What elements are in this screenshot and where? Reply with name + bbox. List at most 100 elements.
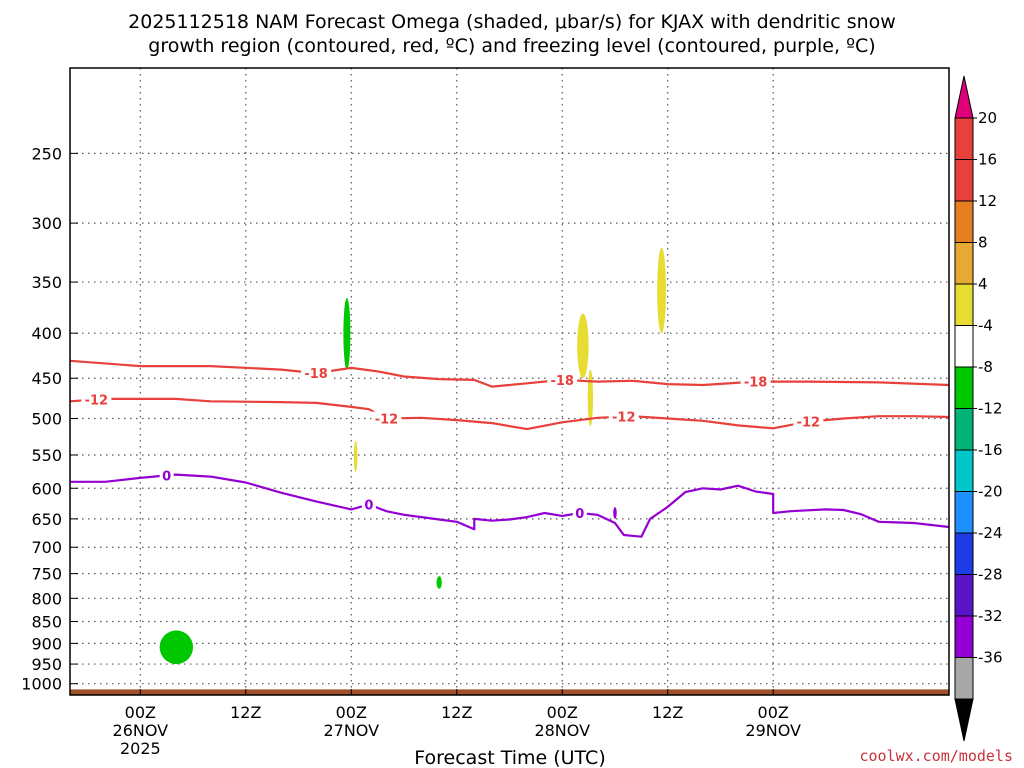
omega-blob-7 (613, 506, 617, 519)
colorbar-top-cap (954, 75, 974, 119)
colorbar-bin (954, 242, 974, 285)
y-tick-label: 850 (31, 613, 62, 632)
omega-blob-4 (577, 313, 589, 379)
colorbar-label: 12 (978, 192, 997, 210)
contour-label--12: -12 (797, 416, 821, 431)
colorbar-label: 16 (978, 151, 997, 169)
x-tick-label: 26NOV (113, 721, 169, 740)
x-tick-label: 12Z (652, 703, 683, 722)
y-tick-label: 800 (31, 589, 62, 608)
y-tick-label: 750 (31, 565, 62, 584)
chart-title-line2: growth region (contoured, red, ºC) and f… (148, 35, 875, 57)
x-tick-label: 00Z (547, 703, 578, 722)
surface-terrain (70, 689, 949, 695)
contour-label-bg (572, 505, 587, 520)
contour-labels: -18 -18 -18 -12 -12 -12 -12 0 0 0 (81, 366, 824, 522)
colorbar-label: -36 (978, 649, 1003, 667)
colorbar-bin (954, 325, 974, 368)
x-tick-label: 12Z (441, 703, 472, 722)
y-axis: 250 300 350 400 450 500 550 600 650 700 750 800 850 9… (21, 144, 78, 694)
y-tick-label: 250 (31, 144, 62, 163)
contour-label--12: -12 (85, 394, 109, 409)
contour-label-bg (740, 374, 771, 389)
colorbar-label: -8 (978, 358, 993, 376)
contour-label-bg (793, 414, 824, 429)
omega-blob-5 (587, 369, 594, 427)
colorbar-bottom-cap (954, 698, 974, 742)
y-tick-label: 650 (31, 510, 62, 529)
contour-label-bg (608, 409, 639, 424)
x-tick-label: 2025 (120, 739, 161, 758)
temperature-contours (69, 359, 950, 538)
y-tick-label: 400 (31, 324, 62, 343)
omega-blob-0 (159, 630, 194, 665)
contour-label-bg (371, 411, 402, 426)
contour-label--12: -12 (612, 411, 636, 426)
colorbar-bin (954, 449, 974, 492)
colorbar-bin (954, 574, 974, 617)
colorbar-bin (954, 159, 974, 202)
colorbar-label: -16 (978, 441, 1003, 459)
x-tick-label: 00Z (125, 703, 156, 722)
colorbar-label: -32 (978, 607, 1003, 625)
y-tick-label: 450 (31, 369, 62, 388)
colorbar-bin (954, 408, 974, 451)
omega-blob-3 (353, 440, 358, 472)
x-tick-label: 27NOV (323, 721, 379, 740)
plot-frame (69, 67, 950, 696)
colorbar-bin (954, 532, 974, 575)
colorbar-bin (954, 117, 974, 160)
x-axis-label: Forecast Time (UTC) (414, 747, 605, 768)
credit-text[interactable]: coolwx.com/models (859, 747, 1013, 765)
y-tick-label: 950 (31, 655, 62, 674)
colorbar-bin (954, 283, 974, 326)
y-tick-label: 900 (31, 634, 62, 653)
omega-blob-2 (436, 576, 442, 589)
x-tick-label: 00Z (758, 703, 789, 722)
x-tick-label: 28NOV (534, 721, 590, 740)
contour-label--12: -12 (375, 413, 399, 428)
contour-label-bg (159, 468, 174, 483)
gridlines (70, 68, 949, 695)
contour-label-0: 0 (364, 499, 373, 514)
omega-shading (159, 247, 666, 665)
x-tick-label: 00Z (336, 703, 367, 722)
contour-label-bg (361, 497, 376, 512)
contour-label-0: 0 (162, 469, 171, 484)
colorbar-label: -28 (978, 566, 1003, 584)
y-tick-label: 600 (31, 479, 62, 498)
colorbar-label: -4 (978, 317, 993, 335)
colorbar: 20 16 12 8 4 -4 -8 -12 -16 -20 -24 -28 -32 -36 (954, 75, 1003, 742)
colorbar-label: 4 (978, 275, 988, 293)
colorbar-bin (954, 491, 974, 534)
y-tick-label: 350 (31, 273, 62, 292)
colorbar-label: -20 (978, 483, 1003, 501)
x-tick-label: 29NOV (745, 721, 801, 740)
y-tick-label: 300 (31, 214, 62, 233)
colorbar-bin (954, 200, 974, 243)
colorbar-label: 20 (978, 109, 997, 127)
surface-band (70, 689, 949, 695)
colorbar-bin (954, 657, 974, 700)
chart-title-line1: 2025112518 NAM Forecast Omega (shaded, μ… (128, 11, 896, 33)
y-tick-label: 500 (31, 410, 62, 429)
colorbar-bin (954, 366, 974, 409)
y-tick-label: 700 (31, 538, 62, 557)
omega-blob-6 (657, 247, 666, 334)
y-tick-label: 550 (31, 446, 62, 465)
contour-label-bg (547, 372, 578, 387)
contour-label-bg (81, 392, 112, 407)
colorbar-bin (954, 615, 974, 658)
contour-label-0: 0 (575, 507, 584, 522)
colorbar-label: -24 (978, 524, 1003, 542)
contour-label-bg (301, 366, 332, 381)
contour-label--18: -18 (304, 367, 328, 382)
omega-blob-1 (343, 298, 351, 370)
contour-label--18: -18 (744, 376, 768, 391)
x-tick-label: 12Z (230, 703, 261, 722)
y-tick-label: 1000 (21, 675, 62, 694)
contour--18 (69, 359, 950, 388)
contour-label--18: -18 (550, 374, 574, 389)
